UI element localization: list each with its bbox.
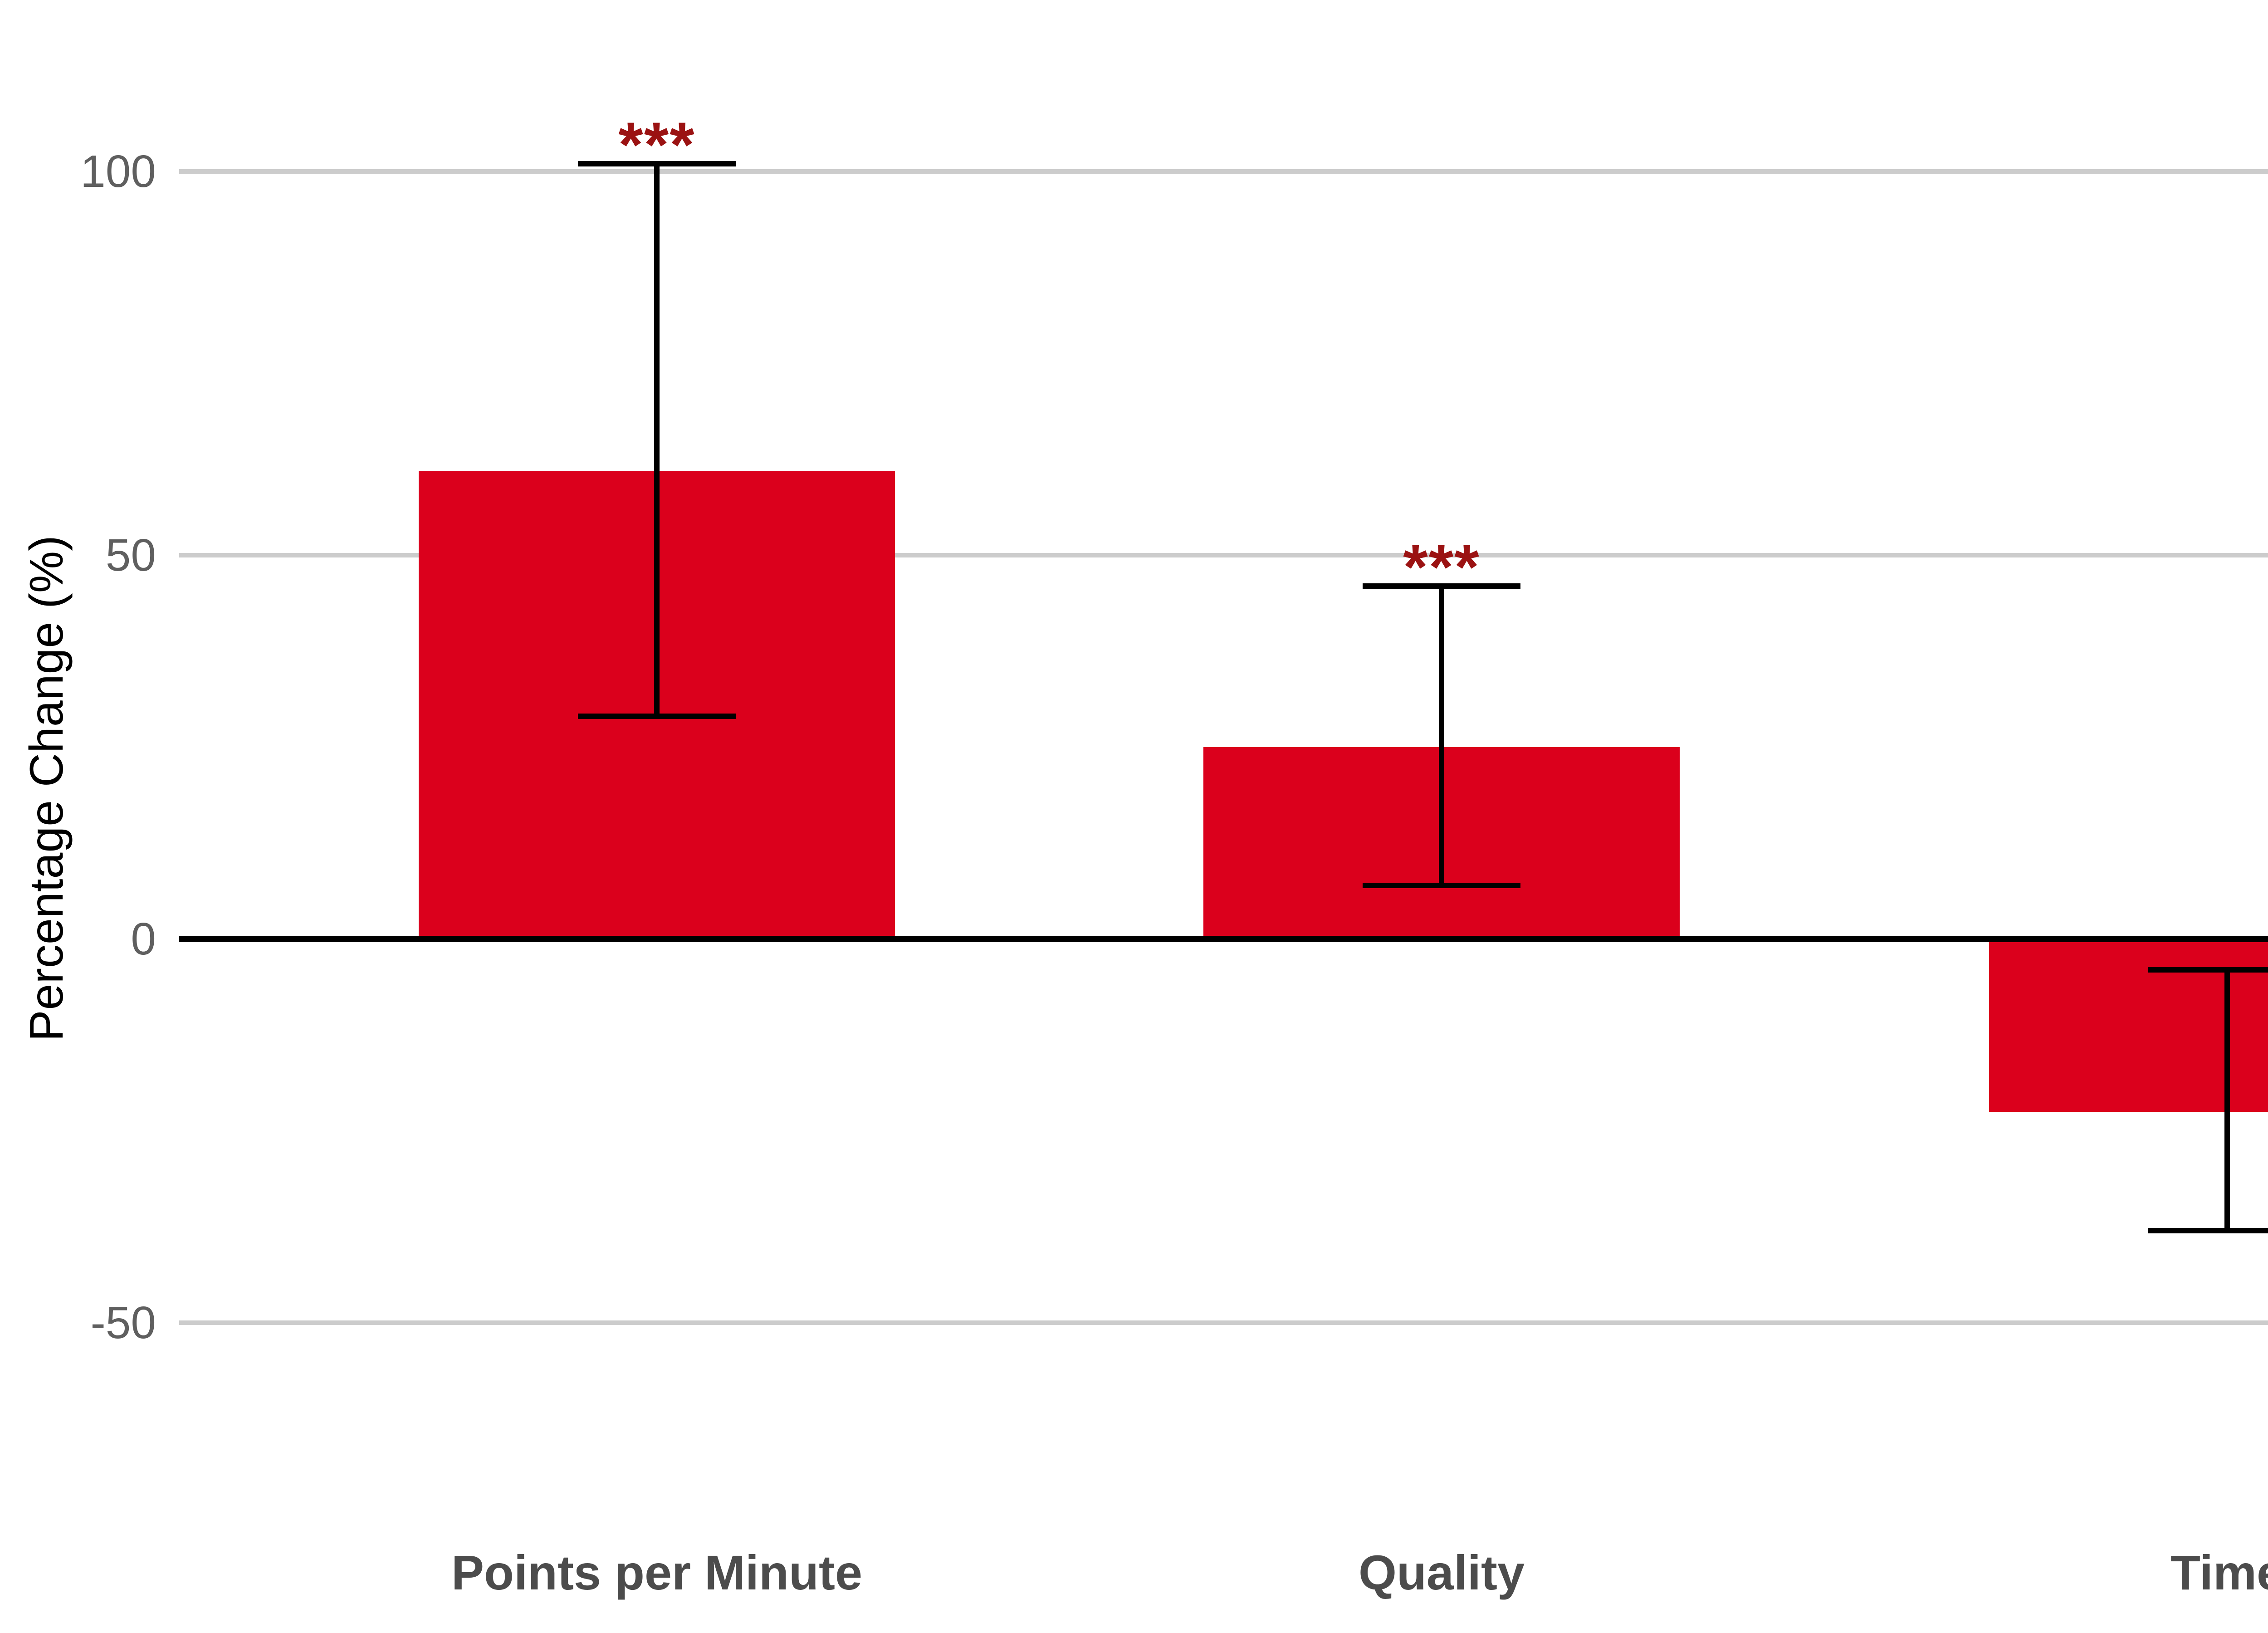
error-bar-cap-bottom [1363,882,1520,888]
gridline [179,553,2268,557]
significance-marker: *** [618,109,695,181]
gridline [179,169,2268,174]
error-bar-cap-top [1363,583,1520,589]
error-bar-cap-top [2148,967,2268,973]
error-bar-line [2224,969,2230,1231]
x-category-label: Quality [1358,1545,1525,1600]
x-category-label: Points per Minute [451,1545,863,1600]
x-category-label: Time [2170,1545,2268,1600]
y-tick-label: 50 [105,530,156,581]
error-bar-line [654,164,660,717]
error-bar-cap-bottom [2148,1227,2268,1233]
gridline [179,1320,2268,1325]
error-bar-cap-top [578,161,736,167]
significance-marker: *** [1403,531,1480,602]
x-axis-zero-line [179,936,2268,942]
error-bar-cap-bottom [578,714,736,719]
error-bar-line [1439,586,1444,885]
y-tick-label: 100 [80,146,156,197]
y-tick-label: 0 [131,914,156,964]
y-tick-label: -50 [90,1297,156,1348]
